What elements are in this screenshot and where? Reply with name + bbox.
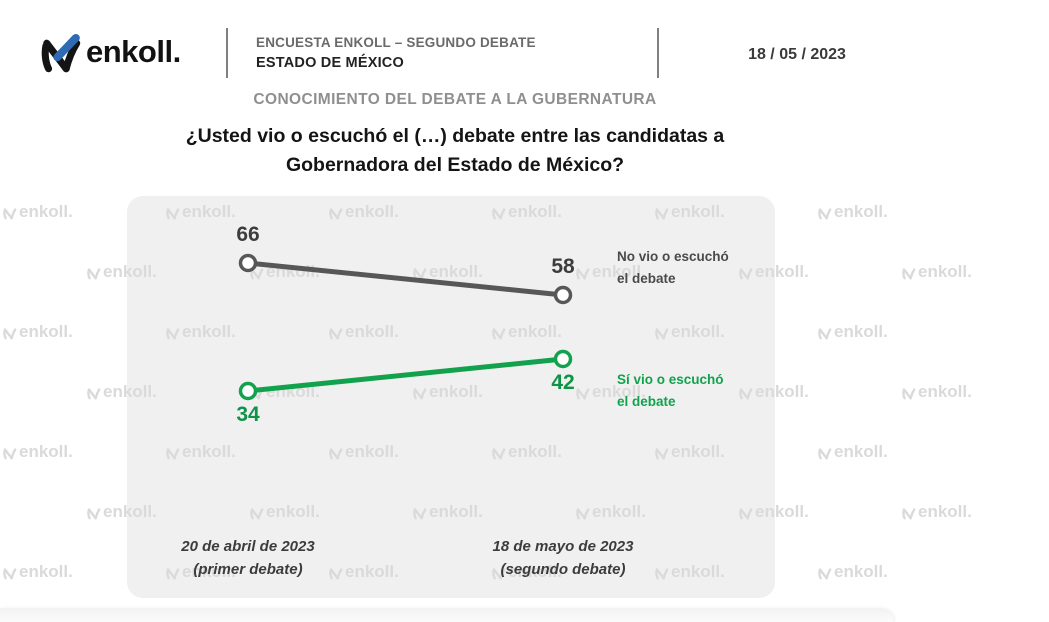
header-divider-right	[657, 28, 659, 78]
header-divider-left	[226, 28, 228, 78]
enkoll-logo: enkoll.	[38, 30, 181, 74]
x-axis-label: 20 de abril de 2023 (primer debate)	[181, 538, 315, 579]
data-point	[553, 349, 573, 369]
value-label: 42	[551, 371, 575, 394]
data-point	[238, 253, 258, 273]
series-line	[245, 356, 566, 394]
value-label: 58	[551, 255, 575, 278]
question-title: ¿Usted vio o escuchó el (…) debate entre…	[185, 125, 725, 177]
legend-item: Sí vio o escuchó el debate	[617, 372, 724, 409]
data-point	[238, 381, 258, 401]
data-point	[553, 285, 573, 305]
logo-wordmark: enkoll.	[86, 34, 181, 69]
series-line	[245, 260, 566, 298]
value-label: 34	[236, 403, 260, 426]
x-axis-label: 18 de mayo de 2023 (segundo debate)	[492, 538, 634, 579]
header-text-block: ENCUESTA ENKOLL – SEGUNDO DEBATE ESTADO …	[256, 33, 536, 74]
chart-panel	[127, 196, 775, 598]
section-title: CONOCIMIENTO DEL DEBATE A LA GUBERNATURA	[253, 91, 657, 108]
value-label: 66	[236, 223, 260, 246]
survey-region: ESTADO DE MÉXICO	[256, 54, 404, 71]
survey-kicker: ENCUESTA ENKOLL – SEGUNDO DEBATE	[256, 35, 536, 50]
legend-item: No vio o escuchó el debate	[617, 249, 729, 286]
enkoll-logo-icon	[41, 33, 81, 73]
survey-date: 18 / 05 / 2023	[748, 46, 846, 63]
next-section-edge	[0, 608, 893, 622]
